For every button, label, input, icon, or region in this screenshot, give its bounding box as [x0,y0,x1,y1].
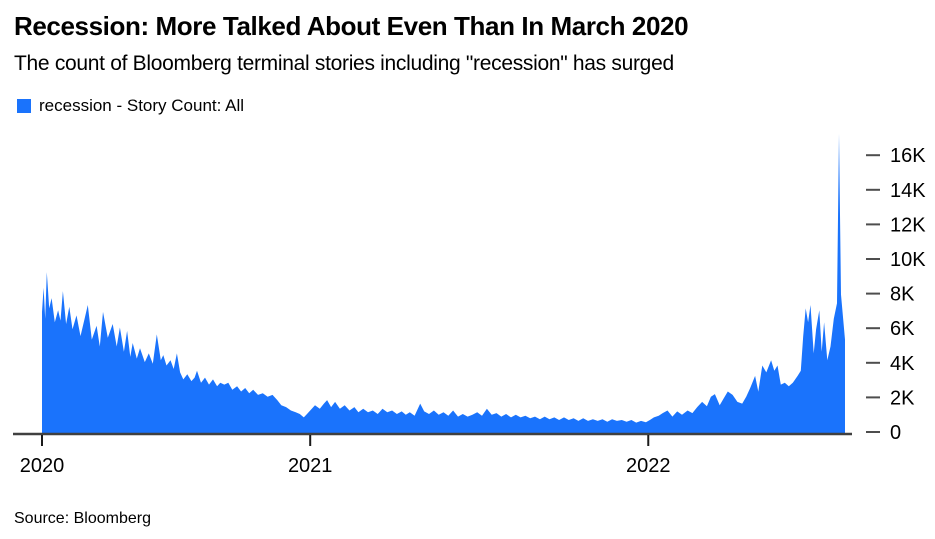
y-tick-label-2K: 2K [890,387,915,409]
y-tick-label-14K: 14K [890,180,926,202]
legend-label: recession - Story Count: All [39,96,245,115]
x-tick-label-2020: 2020 [20,455,65,477]
area-chart: 2020 2021 2022 0 2K 4K 6K 8K 10K 12K 14K 16K [13,133,926,477]
source-note: Source: Bloomberg [14,510,151,527]
x-tick-label-2021: 2021 [288,455,333,477]
legend: recession - Story Count: All [17,96,244,116]
y-tick-label-12K: 12K [890,214,926,236]
chart-subtitle: The count of Bloomberg terminal stories … [14,52,674,75]
y-tick-label-4K: 4K [890,353,915,375]
chart-title: Recession: More Talked About Even Than I… [14,11,689,41]
legend-swatch-icon [17,99,31,113]
y-tick-label-6K: 6K [890,318,915,340]
y-tick-label-16K: 16K [890,145,926,167]
recession-area-series [42,133,845,433]
y-tick-label-10K: 10K [890,249,926,271]
y-tick-label-0: 0 [890,422,901,444]
y-tick-label-8K: 8K [890,284,915,306]
x-tick-label-2022: 2022 [626,455,671,477]
